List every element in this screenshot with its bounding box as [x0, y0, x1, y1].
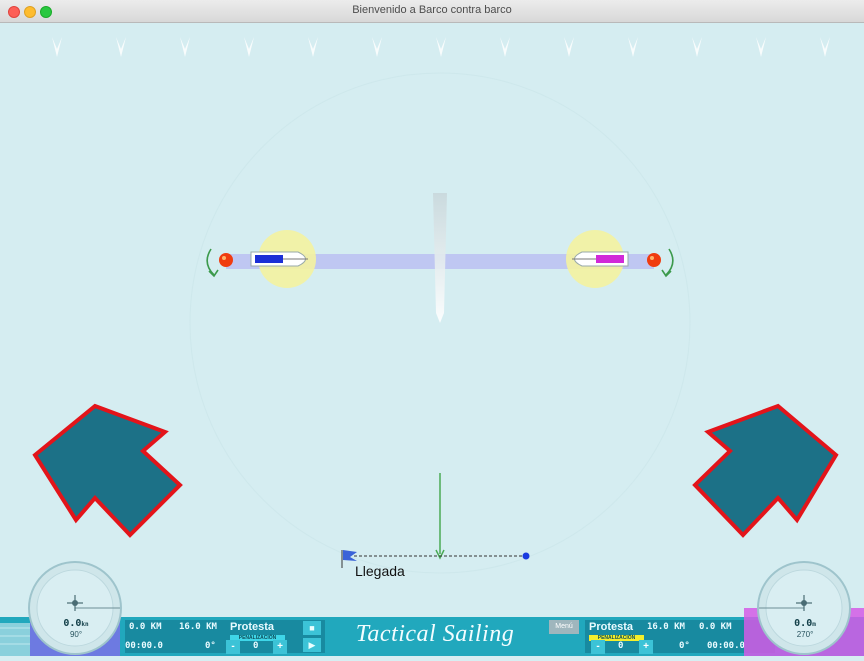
right-heading: 270° [796, 630, 814, 639]
right-angle: 0° [679, 641, 690, 651]
left-speed-value: 0.0 [63, 618, 82, 629]
right-highlight-arrow [692, 403, 839, 538]
right-boat[interactable] [572, 251, 629, 267]
right-penalty-plus-button[interactable]: + [639, 640, 653, 654]
right-penalty-count: 0 [618, 641, 624, 651]
play-icon: ▶ [308, 640, 316, 650]
left-gauge: 0.0kn 90° [0, 556, 130, 656]
right-boat-gauge-icon [796, 595, 812, 611]
left-penalty-bar: PENALIZACIÓN [230, 635, 285, 641]
left-speed-unit: kn [81, 621, 89, 628]
brand-logo: Tactical Sailing [355, 621, 515, 647]
right-penalty-minus-button[interactable]: - [591, 640, 605, 654]
committee-mast [433, 193, 447, 323]
left-protest-button[interactable]: Protesta [230, 621, 275, 633]
close-window-button[interactable] [8, 6, 20, 18]
right-dist-b: 0.0 KM [699, 622, 732, 632]
left-dist-b: 16.0 KM [179, 622, 217, 632]
finish-label: Llegada [355, 563, 405, 579]
left-dist-a: 0.0 KM [129, 622, 162, 632]
right-dist-a: 16.0 KM [647, 622, 685, 632]
right-penalty-bar: PENALIZACIÓN [589, 635, 644, 641]
left-penalty-count: 0 [253, 641, 259, 651]
left-boat[interactable] [250, 251, 308, 267]
left-boat-gauge-icon [67, 595, 83, 611]
left-angle: 0° [205, 641, 216, 651]
left-penalty-minus-button[interactable]: - [226, 640, 240, 654]
right-protest-button[interactable]: Protesta [589, 621, 634, 633]
finish-flag-icon [341, 550, 357, 568]
right-speed: 0.0m [784, 618, 826, 629]
zoom-window-button[interactable] [40, 6, 52, 18]
right-buoy [647, 253, 661, 267]
rotate-left-icon[interactable] [206, 248, 219, 278]
rotate-right-icon[interactable] [661, 248, 674, 278]
left-boat-panel: 0.0 KM 16.0 KM Protesta PENALIZACIÓN 00:… [125, 620, 325, 654]
left-penalty-plus-button[interactable]: + [273, 640, 287, 654]
play-button[interactable]: ▶ [303, 638, 321, 652]
control-bar: 0.0 KM 16.0 KM Protesta PENALIZACIÓN 00:… [0, 617, 864, 656]
right-speed-unit: m [812, 621, 816, 628]
right-gauge: 0.0m 270° [734, 556, 864, 656]
menu-button[interactable]: Menú [549, 620, 579, 634]
title-bar: Bienvenido a Barco contra barco [0, 0, 864, 23]
right-timer: 00:00.0 [707, 641, 745, 651]
left-timer: 00:00.0 [125, 641, 163, 651]
stop-button[interactable]: ■ [303, 621, 321, 635]
race-course[interactable]: Llegada [0, 23, 864, 617]
left-heading: 90° [69, 630, 83, 639]
finish-buoy [522, 552, 530, 560]
right-boat-panel: Protesta 16.0 KM 0.0 KM PENALIZACIÓN - 0… [585, 620, 775, 654]
left-speed: 0.0kn [55, 618, 97, 629]
left-highlight-arrow [32, 403, 183, 538]
stop-icon: ■ [309, 623, 315, 633]
minimize-window-button[interactable] [24, 6, 36, 18]
wind-direction-markers [52, 37, 830, 57]
window-title: Bienvenido a Barco contra barco [352, 4, 512, 16]
left-buoy [219, 253, 233, 267]
right-speed-value: 0.0 [794, 618, 813, 629]
